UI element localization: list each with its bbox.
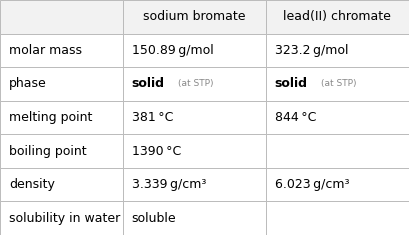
Bar	[0, 34, 123, 67]
Text: (at STP): (at STP)	[321, 79, 356, 88]
Bar	[0, 168, 123, 201]
Bar	[123, 67, 266, 101]
Bar	[266, 168, 409, 201]
Bar	[266, 201, 409, 235]
Text: 844 °C: 844 °C	[275, 111, 316, 124]
Bar	[123, 168, 266, 201]
Bar	[123, 34, 266, 67]
Text: 6.023 g/cm³: 6.023 g/cm³	[275, 178, 349, 191]
Bar	[0, 101, 123, 134]
Text: melting point: melting point	[9, 111, 92, 124]
Text: boiling point: boiling point	[9, 145, 87, 158]
Bar	[266, 34, 409, 67]
Bar	[0, 201, 123, 235]
Bar	[123, 0, 266, 34]
Text: phase: phase	[9, 77, 47, 90]
Text: solubility in water: solubility in water	[9, 212, 120, 225]
Bar	[266, 101, 409, 134]
Text: sodium bromate: sodium bromate	[143, 10, 245, 23]
Bar	[0, 0, 123, 34]
Bar	[123, 201, 266, 235]
Text: solid: solid	[275, 77, 308, 90]
Text: solid: solid	[132, 77, 165, 90]
Text: (at STP): (at STP)	[178, 79, 213, 88]
Text: 3.339 g/cm³: 3.339 g/cm³	[132, 178, 206, 191]
Text: molar mass: molar mass	[9, 44, 82, 57]
Text: 1390 °C: 1390 °C	[132, 145, 181, 158]
Text: lead(II) chromate: lead(II) chromate	[283, 10, 391, 23]
Bar	[123, 101, 266, 134]
Text: 381 °C: 381 °C	[132, 111, 173, 124]
Bar	[0, 134, 123, 168]
Bar	[0, 67, 123, 101]
Text: 323.2 g/mol: 323.2 g/mol	[275, 44, 348, 57]
Bar	[266, 134, 409, 168]
Bar	[266, 0, 409, 34]
Text: density: density	[9, 178, 55, 191]
Text: 150.89 g/mol: 150.89 g/mol	[132, 44, 213, 57]
Bar	[266, 67, 409, 101]
Text: soluble: soluble	[132, 212, 176, 225]
Bar	[123, 134, 266, 168]
